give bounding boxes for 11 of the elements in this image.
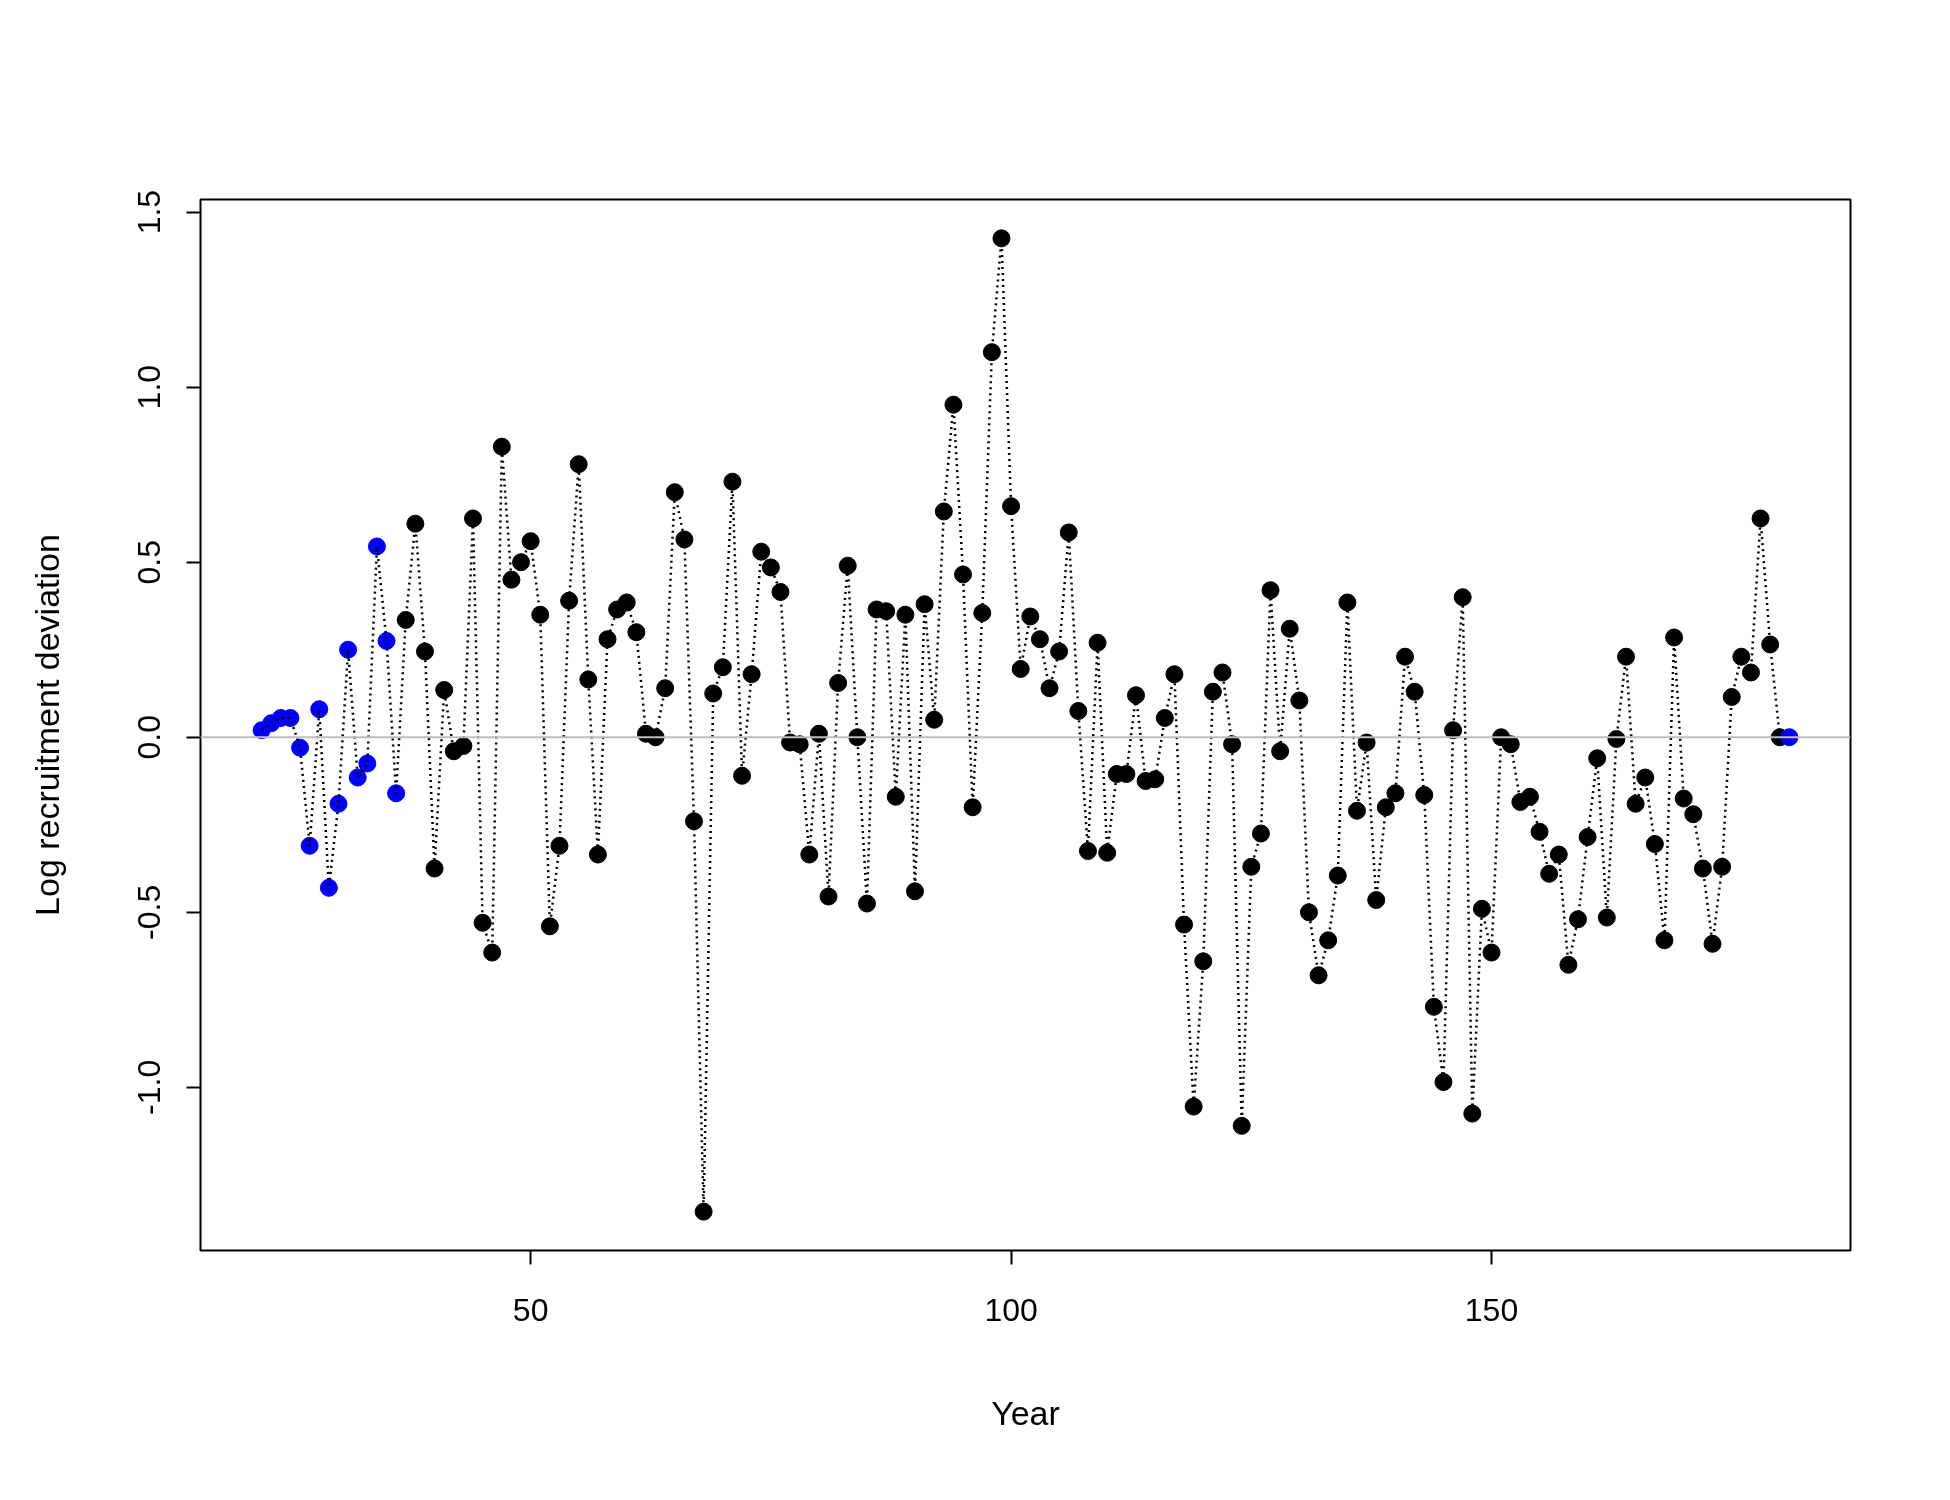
y-tick-label: -1.0: [131, 1059, 168, 1115]
x-tick-label: 150: [1464, 1291, 1519, 1328]
y-tick-label: -0.5: [131, 884, 168, 940]
x-axis-title: Year: [991, 1393, 1060, 1432]
y-axis-title: Log recruitment deviation: [27, 534, 66, 916]
y-tick-label: 1.0: [131, 364, 168, 410]
y-tick-label: 0.5: [131, 539, 168, 585]
x-tick-label: 50: [512, 1291, 549, 1328]
y-tick-label: 1.5: [131, 189, 168, 235]
y-tick-label: 0.0: [131, 715, 168, 760]
x-tick-label: 100: [984, 1291, 1038, 1328]
